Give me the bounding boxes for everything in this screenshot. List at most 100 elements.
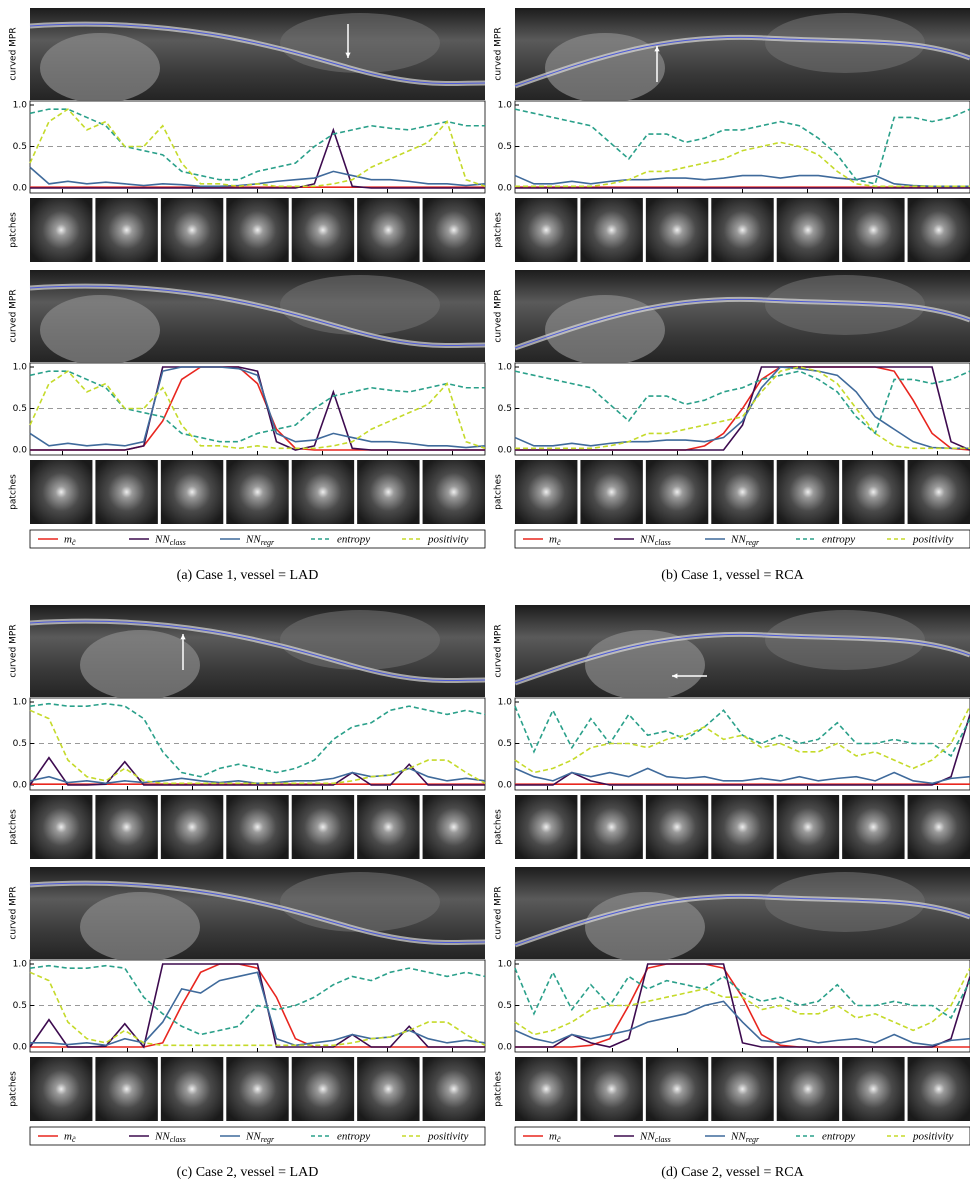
legend-label: positivity (912, 1131, 953, 1143)
patch-image (711, 198, 773, 262)
patch-image (908, 795, 970, 859)
patches-label: patches (9, 212, 19, 248)
y-tick-label: 0.5 (498, 1001, 512, 1011)
y-tick-label: 1.0 (13, 101, 28, 111)
patch-image (226, 1057, 288, 1121)
legend-label: entropy (337, 534, 370, 546)
caption: (b) Case 1, vessel = RCA (661, 568, 804, 583)
y-tick-label: 0.0 (13, 1043, 28, 1053)
legend-subscript: class (655, 538, 671, 547)
legend-label: positivity (912, 534, 953, 546)
y-tick-label: 0.0 (13, 781, 28, 791)
legend-label: entropy (822, 1131, 855, 1143)
y-tick-label: 0.5 (13, 404, 27, 414)
patches-label: patches (494, 1071, 504, 1107)
patch-image (711, 795, 773, 859)
patch-image (30, 198, 92, 262)
anatomy (280, 610, 440, 670)
y-tick-label: 1.0 (498, 363, 513, 373)
legend-label: positivity (427, 1131, 468, 1143)
y-tick-label: 0.0 (498, 446, 513, 456)
image-label: curved MPR (9, 27, 19, 80)
patch-image (777, 460, 839, 524)
y-tick-label: 0.5 (13, 142, 27, 152)
patch-image (423, 795, 485, 859)
patch-image (777, 198, 839, 262)
patch-image (423, 460, 485, 524)
image-label: curved MPR (494, 624, 504, 677)
patch-image (515, 460, 577, 524)
patch-image (423, 198, 485, 262)
patches-label: patches (494, 212, 504, 248)
patch-image (95, 1057, 157, 1121)
patch-image (646, 198, 708, 262)
anatomy (80, 630, 200, 700)
legend-label: entropy (337, 1131, 370, 1143)
patch-image (357, 198, 419, 262)
legend-subscript: class (170, 1135, 186, 1144)
patch-image (842, 1057, 904, 1121)
patch-image (842, 795, 904, 859)
patch-image (357, 795, 419, 859)
anatomy (280, 872, 440, 932)
caption: (a) Case 1, vessel = LAD (177, 568, 319, 583)
patch-image (226, 460, 288, 524)
patch-image (646, 460, 708, 524)
patch-image (646, 795, 708, 859)
anatomy (40, 295, 160, 365)
image-label: curved MPR (9, 886, 19, 939)
patch-image (30, 795, 92, 859)
patch-image (580, 795, 642, 859)
patch-image (30, 1057, 92, 1121)
patch-image (161, 795, 223, 859)
anatomy (280, 13, 440, 73)
patch-image (226, 198, 288, 262)
caption: (d) Case 2, vessel = RCA (661, 1165, 804, 1180)
y-tick-label: 0.5 (13, 739, 27, 749)
image-label: curved MPR (494, 886, 504, 939)
patch-image (292, 460, 354, 524)
patch-image (515, 795, 577, 859)
legend-subscript: class (655, 1135, 671, 1144)
patch-image (95, 198, 157, 262)
y-tick-label: 0.5 (498, 404, 512, 414)
patches-label: patches (9, 474, 19, 510)
anatomy (585, 630, 705, 700)
image-label: curved MPR (494, 289, 504, 342)
patch-image (292, 795, 354, 859)
y-tick-label: 1.0 (13, 698, 28, 708)
y-tick-label: 1.0 (498, 101, 513, 111)
y-tick-label: 0.0 (498, 184, 513, 194)
patch-image (357, 460, 419, 524)
y-tick-label: 0.0 (498, 781, 513, 791)
y-tick-label: 0.0 (498, 1043, 513, 1053)
y-tick-label: 0.0 (13, 184, 28, 194)
patch-image (580, 198, 642, 262)
patches-label: patches (9, 1071, 19, 1107)
image-label: curved MPR (9, 624, 19, 677)
patch-image (30, 460, 92, 524)
anatomy (80, 892, 200, 962)
patch-image (842, 460, 904, 524)
patch-image (842, 198, 904, 262)
patch-image (646, 1057, 708, 1121)
patch-image (95, 795, 157, 859)
anatomy (585, 892, 705, 962)
patch-image (777, 1057, 839, 1121)
patches-label: patches (9, 809, 19, 845)
patch-image (226, 795, 288, 859)
legend-subscript: class (170, 538, 186, 547)
patch-image (580, 460, 642, 524)
y-tick-label: 0.5 (498, 739, 512, 749)
patch-image (423, 1057, 485, 1121)
y-tick-label: 0.5 (498, 142, 512, 152)
image-label: curved MPR (494, 27, 504, 80)
legend-subscript: regr (261, 1135, 275, 1144)
figure: curved MPR 0.0 0.5 1.0 patches curved MPR 0.0 0… (0, 0, 970, 1183)
y-tick-label: 1.0 (498, 960, 513, 970)
patch-image (95, 460, 157, 524)
patch-image (357, 1057, 419, 1121)
anatomy (280, 275, 440, 335)
caption: (c) Case 2, vessel = LAD (177, 1165, 319, 1180)
patch-image (711, 460, 773, 524)
